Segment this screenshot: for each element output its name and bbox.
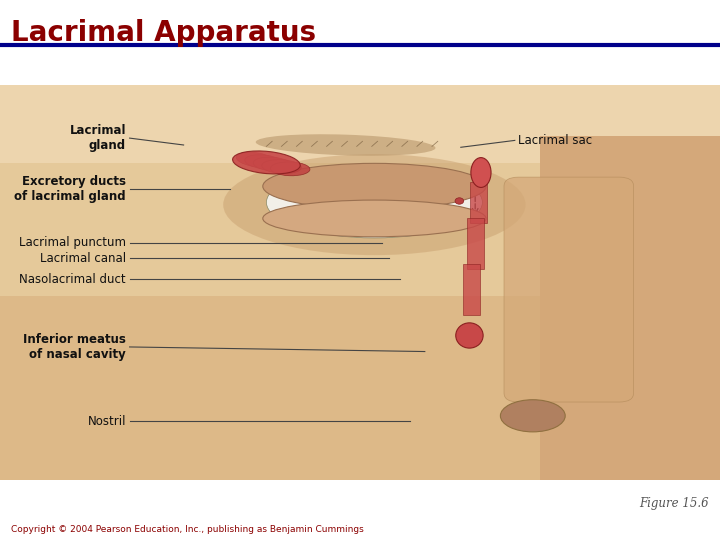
Ellipse shape — [343, 187, 377, 215]
Ellipse shape — [223, 154, 526, 255]
FancyBboxPatch shape — [540, 136, 720, 480]
FancyBboxPatch shape — [504, 177, 634, 402]
Text: Copyright © 2004 Pearson Education, Inc., publishing as Benjamin Cummings: Copyright © 2004 Pearson Education, Inc.… — [11, 524, 364, 534]
Text: Lacrimal punctum: Lacrimal punctum — [19, 237, 126, 249]
FancyBboxPatch shape — [0, 85, 720, 163]
Ellipse shape — [253, 157, 292, 171]
Text: Nasolacrimal duct: Nasolacrimal duct — [19, 273, 126, 286]
Ellipse shape — [345, 191, 358, 200]
Ellipse shape — [319, 170, 402, 232]
FancyBboxPatch shape — [0, 85, 720, 480]
Text: Lacrimal
gland: Lacrimal gland — [70, 124, 126, 152]
Ellipse shape — [262, 160, 301, 173]
FancyBboxPatch shape — [470, 181, 487, 223]
Ellipse shape — [233, 151, 300, 174]
FancyBboxPatch shape — [0, 296, 540, 480]
Text: Nostril: Nostril — [88, 415, 126, 428]
Ellipse shape — [263, 200, 486, 237]
Ellipse shape — [455, 198, 464, 204]
Text: Inferior meatus
of nasal cavity: Inferior meatus of nasal cavity — [23, 333, 126, 361]
Ellipse shape — [263, 163, 486, 209]
Ellipse shape — [500, 400, 565, 432]
Ellipse shape — [236, 152, 275, 167]
Ellipse shape — [256, 134, 436, 156]
Ellipse shape — [456, 323, 483, 348]
Text: Lacrimal Apparatus: Lacrimal Apparatus — [11, 19, 316, 47]
Ellipse shape — [271, 162, 310, 176]
Text: Lacrimal canal: Lacrimal canal — [40, 252, 126, 265]
Ellipse shape — [471, 158, 491, 187]
Ellipse shape — [329, 177, 391, 225]
Ellipse shape — [266, 167, 482, 238]
Text: Excretory ducts
of lacrimal gland: Excretory ducts of lacrimal gland — [14, 174, 126, 202]
Text: Figure 15.6: Figure 15.6 — [639, 497, 709, 510]
Text: Lacrimal sac: Lacrimal sac — [518, 134, 593, 147]
Ellipse shape — [245, 155, 284, 169]
FancyBboxPatch shape — [467, 218, 484, 269]
FancyBboxPatch shape — [463, 264, 480, 315]
